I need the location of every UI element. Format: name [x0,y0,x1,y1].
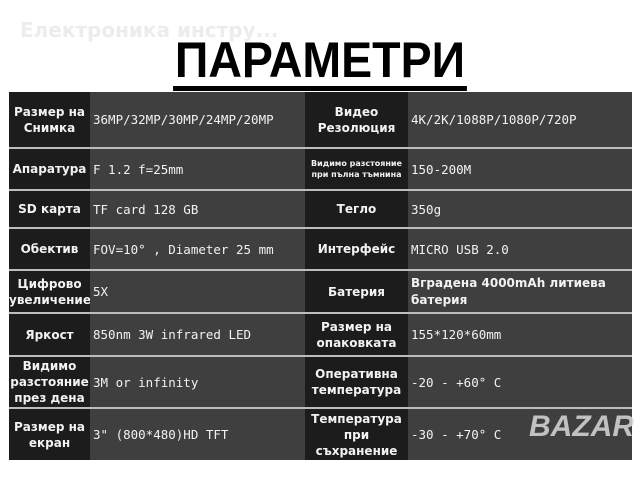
spec-row: Размер на Снимка 36MP/32MP/30MP/24MP/20MP… [9,92,632,148]
spec-value: -20 - +60° C [408,355,632,408]
spec-label: Тегло [305,189,408,228]
spec-row: SD карта TF card 128 GB Тегло 350g [9,189,632,228]
spec-value: 850nm 3W infrared LED [90,312,305,356]
spec-label: Размер на Снимка [9,92,90,148]
spec-label: Оперативна температура [305,355,408,408]
spec-value: 150-200M [408,147,632,190]
spec-label: Интерфейс [305,227,408,270]
spec-label: Цифрово увеличение [9,269,90,313]
spec-label: Батерия [305,269,408,313]
spec-value: F 1.2 f=25mm [90,147,305,190]
spec-label: SD карта [9,189,90,228]
spec-table: Размер на Снимка 36MP/32MP/30MP/24MP/20MP… [9,92,632,460]
spec-value: FOV=10° , Diameter 25 mm [90,227,305,270]
title-text: ПАРАМЕТРИ [173,34,467,91]
spec-label: Температура при съхранение [305,407,408,460]
page-title: ПАРАМЕТРИ [0,34,640,91]
watermark-text: Електроника инстру... [20,18,279,42]
spec-label: Яркост [9,312,90,356]
spec-label: Видео Резолюция [305,92,408,148]
spec-value: 3M or infinity [90,355,305,408]
spec-value: 5X [90,269,305,313]
spec-value: -30 - +70° C [408,407,632,460]
spec-value: 155*120*60mm [408,312,632,356]
spec-value: 3" (800*480)HD TFT [90,407,305,460]
spec-row: Апаратура F 1.2 f=25mm Видимо разстояние п… [9,147,632,190]
spec-label: Размер на екран [9,407,90,460]
spec-row: Обектив FOV=10° , Diameter 25 mm Интерфейс… [9,227,632,270]
spec-row: Видимо разстояние през дена 3M or infinit… [9,355,632,408]
spec-row: Размер на екран 3" (800*480)HD TFT Темпера… [9,407,632,460]
spec-value: Вградена 4000mAh литиева батерия [408,269,632,313]
spec-value: 350g [408,189,632,228]
spec-row: Цифрово увеличение 5X Батерия Вградена 4000… [9,269,632,313]
spec-label: Размер на опаковката [305,312,408,356]
spec-value: MICRO USB 2.0 [408,227,632,270]
spec-label: Видимо разстояние при пълна тъмнина [305,147,408,190]
spec-label: Обектив [9,227,90,270]
bazar-logo: BAZAR [529,410,634,443]
spec-label: Видимо разстояние през дена [9,355,90,408]
spec-row: Яркост 850nm 3W infrared LED Размер на опа… [9,312,632,356]
spec-value: 4K/2K/1088P/1080P/720P [408,92,632,148]
spec-value: TF card 128 GB [90,189,305,228]
spec-label: Апаратура [9,147,90,190]
spec-value: 36MP/32MP/30MP/24MP/20MP [90,92,305,148]
